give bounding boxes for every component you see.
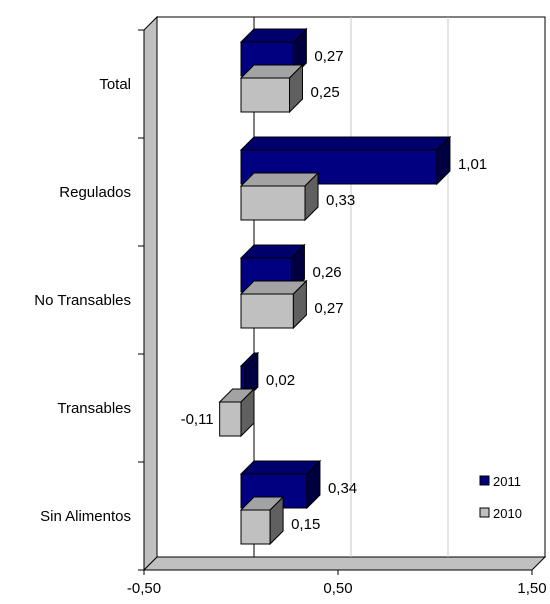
bar-2010 bbox=[218, 387, 256, 438]
floor bbox=[142, 556, 547, 571]
bar-2010 bbox=[239, 63, 304, 114]
bar-2010 bbox=[239, 279, 308, 330]
data-label: 0,34 bbox=[328, 480, 357, 497]
bar-2010 bbox=[239, 171, 320, 222]
side-wall bbox=[143, 15, 158, 572]
category-label: Transables bbox=[57, 400, 131, 417]
x-tick-label: 0,50 bbox=[323, 580, 352, 597]
bar-2010 bbox=[239, 495, 285, 546]
legend-label: 2010 bbox=[493, 506, 522, 521]
bar-2011 bbox=[239, 351, 260, 402]
legend-label: 2011 bbox=[493, 474, 521, 489]
category-label: Regulados bbox=[59, 184, 131, 201]
legend-swatch bbox=[479, 475, 490, 486]
category-label: No Transables bbox=[34, 292, 131, 309]
data-label: -0,11 bbox=[181, 411, 214, 428]
data-label: 0,33 bbox=[326, 192, 355, 209]
legend-swatch bbox=[479, 507, 490, 518]
category-label: Sin Alimentos bbox=[40, 508, 131, 525]
data-label: 0,25 bbox=[311, 84, 340, 101]
data-label: 0,26 bbox=[312, 264, 341, 281]
data-label: 1,01 bbox=[458, 156, 487, 173]
x-tick-label: 1,50 bbox=[517, 580, 546, 597]
legend: 2011 2010 bbox=[479, 474, 522, 521]
data-label: 0,27 bbox=[314, 300, 343, 317]
data-label: 0,27 bbox=[314, 48, 343, 65]
data-label: 0,15 bbox=[291, 516, 320, 533]
category-label: Total bbox=[99, 76, 131, 93]
x-tick-label: -0,50 bbox=[127, 580, 161, 597]
data-label: 0,02 bbox=[266, 372, 295, 389]
